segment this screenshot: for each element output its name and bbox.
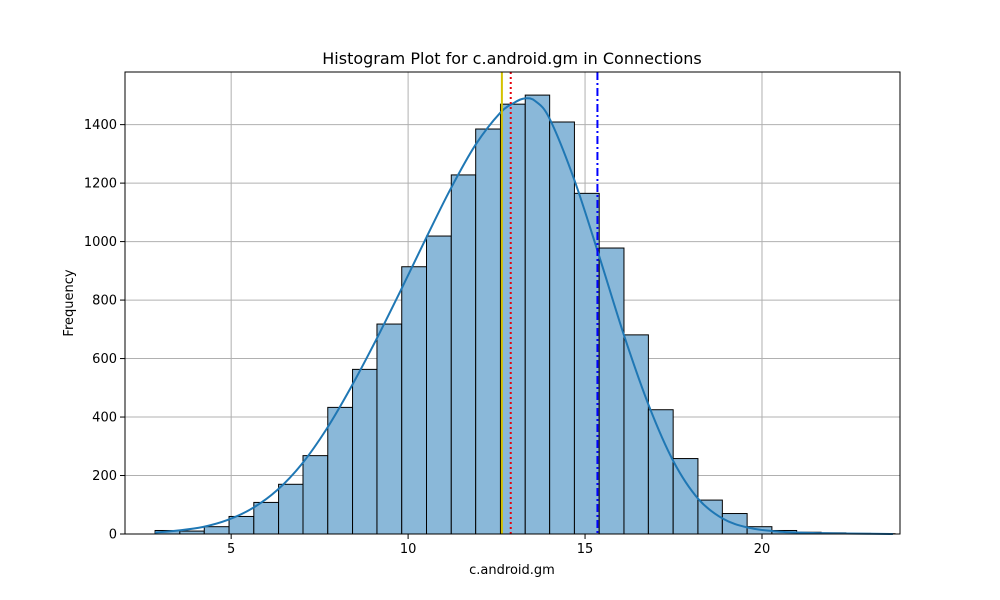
histogram-bar <box>524 94 551 535</box>
histogram-bar <box>278 483 304 535</box>
x-tick-label: 10 <box>400 542 417 557</box>
histogram-bar <box>499 103 526 535</box>
histogram-bar <box>450 174 477 535</box>
x-tick-label: 5 <box>227 542 235 557</box>
x-axis-label: c.android.gm <box>469 563 555 578</box>
kde-curve <box>154 97 893 535</box>
histogram-bar <box>426 235 452 535</box>
histogram-bar <box>647 409 674 535</box>
histogram-bar <box>302 455 329 535</box>
histogram-bar <box>253 501 280 535</box>
x-tick-label: 20 <box>754 542 771 557</box>
histogram-bars <box>154 94 896 535</box>
histogram-bar <box>549 121 575 535</box>
y-axis-label: Frequency <box>62 269 77 336</box>
y-tick-label: 400 <box>92 411 117 426</box>
histogram-bar <box>401 266 428 535</box>
histogram-bar <box>203 526 230 535</box>
kde-curve-group <box>154 97 893 535</box>
reference-lines <box>500 72 599 534</box>
y-tick-label: 1000 <box>84 235 117 250</box>
y-tick-label: 800 <box>92 294 117 309</box>
histogram-bar <box>352 368 378 535</box>
y-tick-label: 600 <box>92 352 117 367</box>
x-axis-ticks: 5 10 15 20 <box>227 534 770 557</box>
histogram-bar <box>475 128 501 535</box>
histogram-bar <box>228 515 255 535</box>
plot-frame <box>124 71 901 535</box>
histogram-bar <box>623 334 649 535</box>
histogram-bar <box>672 458 699 535</box>
y-tick-label: 0 <box>109 528 117 543</box>
y-tick-label: 1200 <box>84 177 117 192</box>
y-tick-label: 1400 <box>84 118 117 133</box>
y-axis-ticks: 0 200 400 600 800 1000 1200 1400 <box>84 118 125 543</box>
histogram-bar <box>598 247 625 535</box>
x-tick-label: 15 <box>577 542 594 557</box>
y-tick-label: 200 <box>92 469 117 484</box>
histogram-bar <box>327 406 354 535</box>
histogram-bar <box>376 323 403 535</box>
chart-title: Histogram Plot for c.android.gm in Conne… <box>322 49 701 68</box>
